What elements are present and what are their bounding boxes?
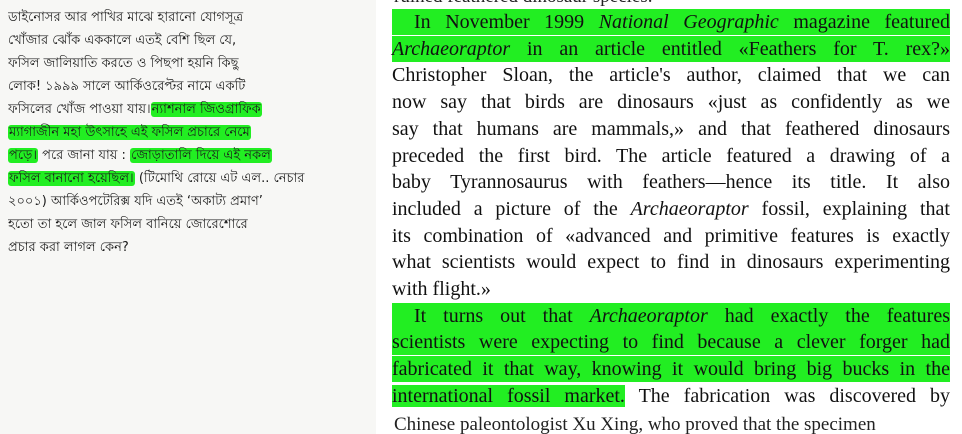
body-text: baby Tyrannosaurus with feathers—hence i… <box>392 171 950 193</box>
body-text: হতো তা হলে জাল ফসিল বানিয়ে জোরেশোরে <box>8 217 248 232</box>
body-text: preceded the first bird. The article fea… <box>392 145 950 167</box>
body-text: its combination of «advanced and primiti… <box>392 225 950 247</box>
body-text: magazine featured <box>778 11 951 33</box>
clipped-previous-line: ruined feathered dinosaur species. <box>394 0 653 8</box>
body-text: ২০০১) আর্কিওপটেরিক্স যদি এতই ‘অকাট্য প্র… <box>8 194 263 209</box>
body-text: প্রচার করা লাগল কেন? <box>8 240 129 255</box>
body-text: scientists were expecting to find becaus… <box>392 331 950 353</box>
paragraph-line: preceded the first bird. The article fea… <box>392 143 950 169</box>
highlighted-paragraph-line: fabricated it that way, knowing it would… <box>392 356 950 382</box>
body-text: In November 1999 <box>414 11 599 33</box>
body-text: ডাইনোসর আর পাখির মাঝে হারানো যোগসূত্র <box>8 10 244 25</box>
clipped-next-line: Chinese paleontologist Xu Xing, who prov… <box>394 414 876 434</box>
body-text: in an article entitled «Feathers for T. … <box>510 38 950 60</box>
highlighted-paragraph-line: scientists were expecting to find becaus… <box>392 329 950 355</box>
body-text: The fabrication was discovered by <box>624 385 950 407</box>
body-text: included a picture of the <box>392 198 631 220</box>
bengali-text-line: ফসিল বানানো হয়েছিল। (টিমোথি রোয়ে এট এল… <box>8 167 370 190</box>
body-text: with flight.» <box>392 278 491 300</box>
highlighted-text: ন্যাশনাল জিওগ্রাফিক <box>150 102 262 117</box>
italic-title: Archaeoraptor <box>589 305 708 327</box>
highlighted-text: জোড়াতালি দিয়ে এই নকল <box>130 148 272 163</box>
paragraph-line: with flight.» <box>392 276 950 302</box>
body-text: say that humans are mammals,» and that f… <box>392 118 950 140</box>
english-text-column: ruined feathered dinosaur species.In Nov… <box>378 0 962 434</box>
body-text: লোক! ১৯৯৯ সালে আর্কিওরেপ্টর নামে একটি <box>8 79 246 94</box>
paragraph-line: included a picture of the Archaeoraptor … <box>392 196 950 222</box>
clipped-text: ruined feathered dinosaur species. <box>394 0 653 8</box>
body-text: now say that birds are dinosaurs «just a… <box>392 91 950 113</box>
body-text: খোঁজার ঝোঁক এককালে এতই বেশি ছিল যে, <box>8 33 237 48</box>
bengali-text-line: ডাইনোসর আর পাখির মাঝে হারানো যোগসূত্র <box>8 6 370 29</box>
body-text: fabricated it that way, knowing it would… <box>392 358 950 380</box>
body-text: (টিমোথি রোয়ে এট এল.. নেচার <box>134 171 305 186</box>
bengali-text-line: হতো তা হলে জাল ফসিল বানিয়ে জোরেশোরে <box>8 213 370 236</box>
paragraph-line: international fossil market. The fabrica… <box>392 383 950 409</box>
italic-title: Archaeoraptor <box>630 198 749 220</box>
paragraph-line: what scientists would expect to find in … <box>392 249 950 275</box>
body-text: পরে জানা যায় : <box>37 148 131 163</box>
highlighted-text: ফসিল বানানো হয়েছিল। <box>8 171 135 186</box>
bengali-text-line: প্রচার করা লাগল কেন? <box>8 236 370 259</box>
highlighted-text: ম্যাগাজীন মহা উৎসাহে এই ফসিল প্রচারে নেম… <box>8 125 251 140</box>
paragraph-line: say that humans are mammals,» and that f… <box>392 116 950 142</box>
body-text: ফসিলের খোঁজ পাওয়া যায়। <box>8 102 151 117</box>
clipped-text: Chinese paleontologist Xu Xing, who prov… <box>394 414 876 434</box>
body-text: Christopher Sloan, the article's author,… <box>392 64 950 86</box>
paragraph-line: now say that birds are dinosaurs «just a… <box>392 89 950 115</box>
body-text: It turns out that <box>414 305 590 327</box>
italic-title: Archaeoraptor <box>392 38 511 60</box>
body-text: what scientists would expect to find in … <box>392 251 950 273</box>
bengali-text-line: ফসিল জালিয়াতি করতে ও পিছপা হয়নি কিছু <box>8 52 370 75</box>
bengali-text-line: পড়ে। পরে জানা যায় : জোড়াতালি দিয়ে এই… <box>8 144 370 167</box>
highlighted-text: international fossil market. <box>392 385 625 407</box>
bengali-text-line: ম্যাগাজীন মহা উৎসাহে এই ফসিল প্রচারে নেম… <box>8 121 370 144</box>
bengali-text-line: লোক! ১৯৯৯ সালে আর্কিওরেপ্টর নামে একটি <box>8 75 370 98</box>
highlighted-paragraph-line: Archaeoraptor in an article entitled «Fe… <box>392 36 950 62</box>
bengali-text-column: ডাইনোসর আর পাখির মাঝে হারানো যোগসূত্র খোঁ… <box>0 0 376 434</box>
highlighted-paragraph-line: In November 1999 National Geographic mag… <box>392 9 950 35</box>
paragraph-line: its combination of «advanced and primiti… <box>392 223 950 249</box>
body-text: fossil, explaining that <box>748 198 950 220</box>
highlighted-paragraph-line: It turns out that Archaeoraptor had exac… <box>392 303 950 329</box>
body-text: had exactly the features <box>707 305 950 327</box>
highlighted-text: পড়ে। <box>8 148 38 163</box>
paragraph-line: baby Tyrannosaurus with feathers—hence i… <box>392 169 950 195</box>
paragraph-line: Christopher Sloan, the article's author,… <box>392 62 950 88</box>
body-text: ফসিল জালিয়াতি করতে ও পিছপা হয়নি কিছু <box>8 56 239 71</box>
italic-title: National Geographic <box>598 11 779 33</box>
bengali-text-line: ফসিলের খোঁজ পাওয়া যায়।ন্যাশনাল জিওগ্রা… <box>8 98 370 121</box>
bengali-text-line: ২০০১) আর্কিওপটেরিক্স যদি এতই ‘অকাট্য প্র… <box>8 190 370 213</box>
bengali-text-line: খোঁজার ঝোঁক এককালে এতই বেশি ছিল যে, <box>8 29 370 52</box>
